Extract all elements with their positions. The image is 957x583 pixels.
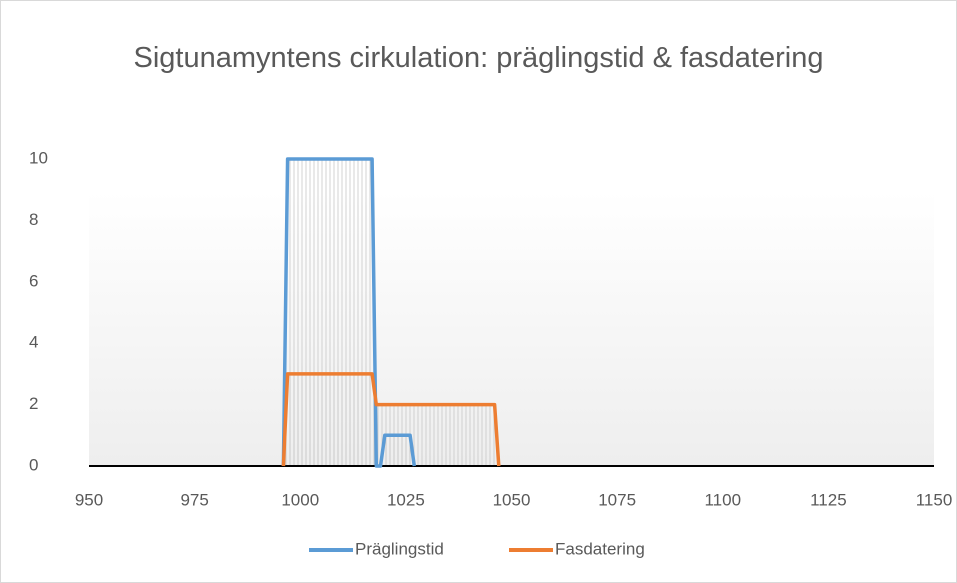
x-tick-label: 1100 xyxy=(704,490,741,509)
y-tick-label: 8 xyxy=(29,210,38,229)
series-line xyxy=(281,372,501,467)
y-tick-label: 10 xyxy=(29,148,48,167)
y-tick-label: 6 xyxy=(29,271,38,290)
x-tick-label: 950 xyxy=(75,490,103,509)
x-tick-label: 1025 xyxy=(387,490,425,509)
x-tick-label: 1075 xyxy=(598,490,636,509)
x-tick-label: 1050 xyxy=(493,490,531,509)
legend-label: Fasdatering xyxy=(555,539,645,558)
x-tick-label: 975 xyxy=(180,490,208,509)
series-line xyxy=(281,157,417,468)
x-tick-label: 1125 xyxy=(810,490,847,509)
y-tick-label: 2 xyxy=(29,394,38,413)
chart-title: Sigtunamyntens cirkulation: präglingstid… xyxy=(133,42,824,74)
hatch-area xyxy=(283,373,499,466)
plot-background xyxy=(89,191,934,466)
legend-label: Präglingstid xyxy=(355,539,444,558)
x-tick-label: 1150 xyxy=(916,490,953,509)
y-tick-label: 0 xyxy=(29,455,38,474)
x-tick-label: 1000 xyxy=(281,490,319,509)
y-tick-label: 4 xyxy=(29,333,38,352)
